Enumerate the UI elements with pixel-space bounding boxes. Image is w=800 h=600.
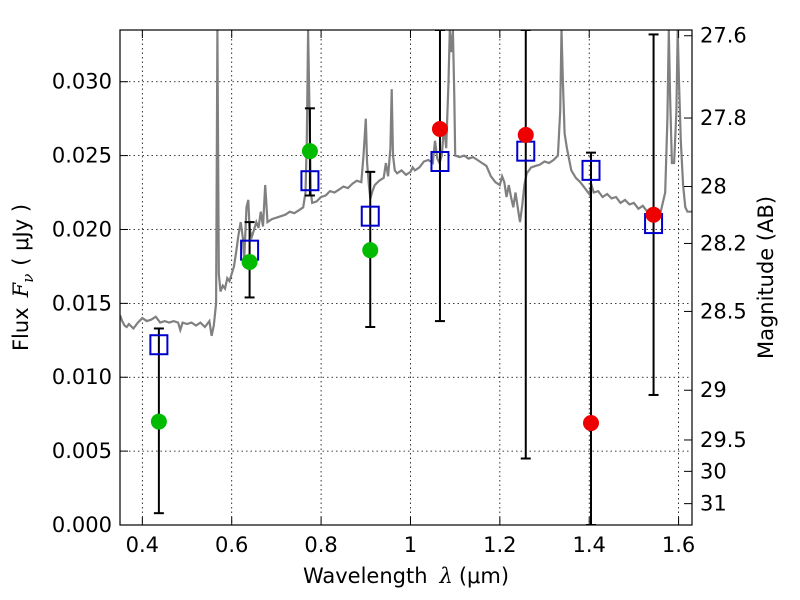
model-photometry-square	[149, 334, 169, 356]
model-photometry-square	[581, 159, 601, 181]
y-tick-label: 0.020	[52, 217, 112, 241]
x-tick-label: 1.2	[483, 533, 516, 557]
y2-tick-label: 27.8	[700, 106, 747, 130]
y-axis-label: FluxFν( μJy )	[9, 204, 37, 351]
observed-detection-point	[150, 413, 167, 430]
y-tick-label: 0.015	[52, 291, 112, 315]
sed-model-line	[120, 30, 692, 337]
x-tick-label: 1	[404, 533, 417, 557]
y-tick-label: 0.010	[52, 365, 112, 389]
y-tick-label: 0.000	[52, 513, 112, 537]
observed-red-point	[431, 121, 448, 137]
y-tick-label: 0.025	[52, 144, 112, 168]
x-tick-label: 1.6	[662, 533, 695, 557]
x-tick-label: 0.6	[215, 533, 248, 557]
y2-tick-label: 31	[700, 492, 727, 516]
x-tick-label: 0.4	[126, 533, 159, 557]
model-photometry-square	[300, 170, 320, 192]
model-photometry-square	[360, 205, 380, 227]
x-axis-label: Wavelength λ (μm)	[303, 564, 509, 588]
axis-ticks	[120, 30, 692, 526]
data-layer	[120, 30, 692, 525]
tick-labels: 0.4 0.6 0.8 1 1.2 1.4 1.6 0.000 0.005 0.010 0.015 0…	[52, 24, 747, 557]
observed-detection-point	[241, 253, 258, 270]
observed-red-point	[583, 415, 600, 432]
y2-axis-label: Magnitude (AB)	[754, 196, 778, 359]
y2-tick-label: 28	[700, 174, 727, 198]
y2-tick-label: 28.5	[700, 299, 747, 323]
observed-red-point	[645, 206, 662, 223]
observed-detection-point	[301, 143, 318, 160]
y-tick-label: 0.005	[52, 439, 112, 463]
y2-tick-label: 29.5	[700, 428, 747, 452]
y-tick-label: 0.030	[52, 70, 112, 94]
y2-tick-label: 29	[700, 378, 727, 402]
y2-tick-label: 28.2	[700, 231, 747, 255]
model-photometry-square	[430, 151, 450, 173]
x-tick-label: 0.8	[304, 533, 337, 557]
y2-tick-label: 27.6	[700, 24, 747, 48]
observed-red-point	[517, 126, 534, 143]
observed-markers	[150, 121, 662, 432]
x-tick-label: 1.4	[573, 533, 606, 557]
observed-detection-point	[362, 242, 379, 259]
plot-frame	[119, 29, 693, 526]
y2-tick-label: 30	[700, 459, 727, 483]
